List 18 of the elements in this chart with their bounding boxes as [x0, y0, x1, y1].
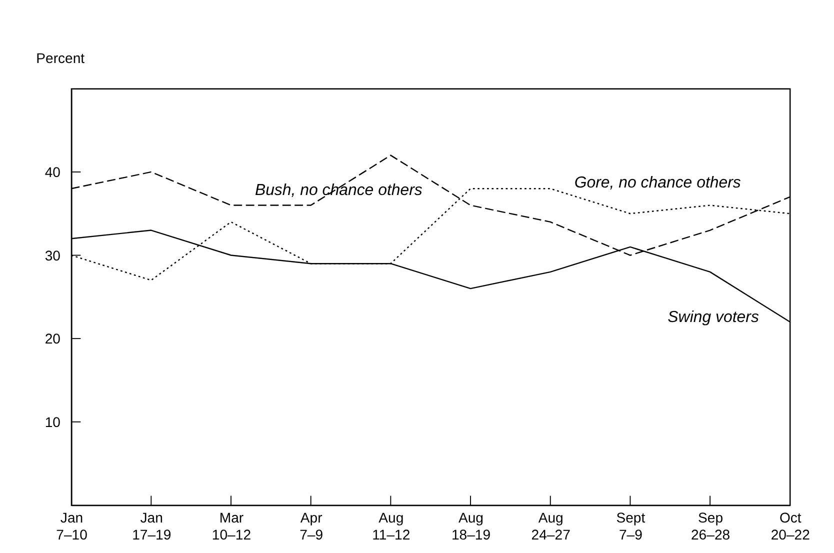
y-tick-label: 20 — [44, 330, 61, 347]
x-tick-label: Mar 10–12 — [212, 510, 252, 542]
x-tick-label: Aug 18–19 — [451, 510, 491, 542]
x-tick-label: Aug 24–27 — [531, 510, 571, 542]
series-label: Bush, no chance others — [254, 182, 422, 199]
x-tick-label: Oct 20–22 — [770, 510, 810, 542]
x-tick-label: Jan 17–19 — [132, 510, 172, 542]
x-tick-label: Apr 7–9 — [300, 510, 324, 542]
y-tick-label: 10 — [44, 414, 61, 430]
x-tick-label: Sep 26–28 — [690, 510, 730, 542]
series-label: Gore, no chance others — [574, 174, 741, 192]
x-tick-label: Aug 11–12 — [372, 510, 410, 542]
y-tick-label: 30 — [44, 247, 61, 264]
x-tick-label: Jan 7–10 — [56, 510, 88, 542]
y-tick-label: 40 — [44, 164, 61, 180]
y-axis-title: Percent — [36, 50, 85, 66]
x-tick-label: Sept 7–9 — [616, 510, 646, 542]
series-label: Swing voters — [668, 309, 759, 326]
